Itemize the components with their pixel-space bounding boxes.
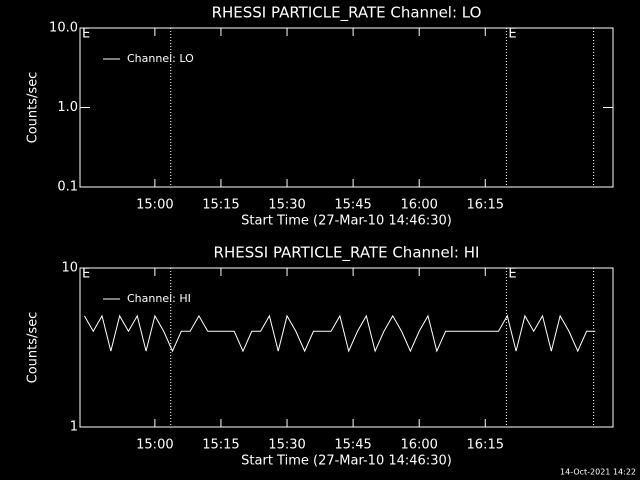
x-tick-label: 15:30: [268, 198, 305, 213]
legend-label: Channel: LO: [127, 52, 194, 65]
x-tick-label: 16:00: [400, 438, 437, 453]
series-line: [83, 314, 596, 353]
y-tick-label: 10.0: [49, 21, 78, 36]
chart-title: RHESSI PARTICLE_RATE Channel: LO: [212, 4, 482, 23]
x-tick-label: 16:00: [400, 198, 437, 213]
y-tick-label: 1: [70, 420, 78, 435]
x-axis-label: Start Time (27-Mar-10 14:46:30): [241, 454, 452, 469]
annotation: E: [82, 27, 90, 42]
y-tick-label: 0.1: [57, 180, 78, 195]
x-axis-label: Start Time (27-Mar-10 14:46:30): [241, 214, 452, 229]
x-tick-label: 15:15: [202, 198, 239, 213]
y-tick-label: 10: [61, 261, 78, 276]
x-tick-label: 15:15: [202, 438, 239, 453]
x-tick-label: 15:30: [268, 438, 305, 453]
legend-label: Channel: HI: [127, 292, 191, 305]
x-tick-label: 15:00: [136, 438, 173, 453]
annotation: E: [508, 27, 516, 42]
y-axis-label: Counts/sec: [26, 72, 41, 144]
annotation: E: [508, 267, 516, 282]
x-tick-label: 15:45: [334, 438, 371, 453]
chart-title: RHESSI PARTICLE_RATE Channel: HI: [214, 244, 480, 263]
y-tick-label: 1.0: [57, 100, 78, 115]
x-tick-label: 15:00: [136, 198, 173, 213]
plot-frame: [79, 267, 614, 428]
x-tick-label: 16:15: [467, 198, 504, 213]
y-axis-label: Counts/sec: [26, 312, 41, 384]
annotation: E: [82, 267, 90, 282]
x-tick-label: 16:15: [467, 438, 504, 453]
footer: 14-Oct-2021 14:22: [560, 468, 636, 477]
x-tick-label: 15:45: [334, 198, 371, 213]
